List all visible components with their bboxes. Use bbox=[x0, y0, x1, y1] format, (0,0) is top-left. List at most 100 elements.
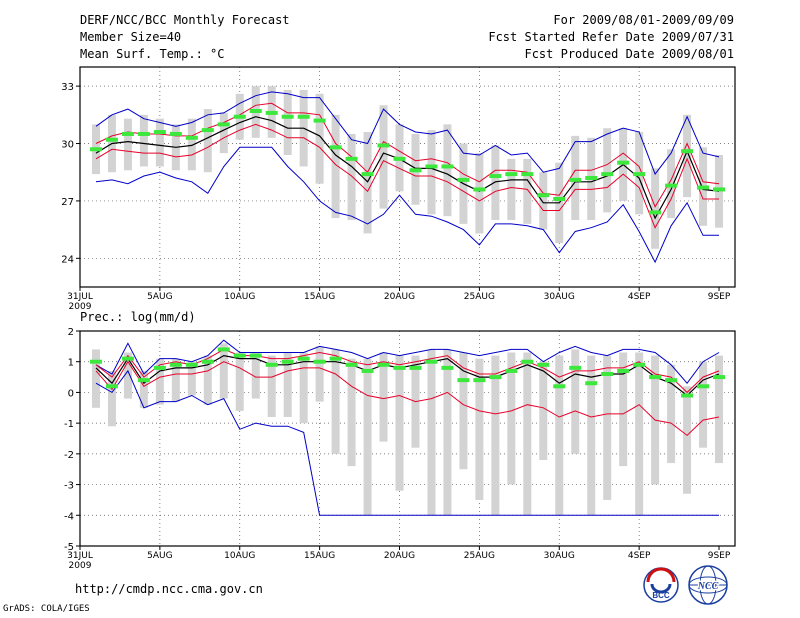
precip-ensemble-mean-mark bbox=[489, 375, 502, 380]
temp-ensemble-mean-mark bbox=[105, 137, 118, 142]
precip-min-line bbox=[95, 369, 719, 516]
precip-range-bar bbox=[427, 349, 436, 516]
precip-ensemble-mean-mark bbox=[569, 365, 582, 370]
precip-range-bar bbox=[251, 352, 260, 399]
precip-xtick-year: 2009 bbox=[69, 561, 92, 571]
precip-ensemble-mean-mark bbox=[185, 362, 198, 367]
website-url[interactable]: http://cmdp.ncc.cma.gov.cn bbox=[75, 582, 263, 596]
precip-range-bar bbox=[715, 355, 724, 464]
temp-ensemble-mean-mark bbox=[505, 172, 518, 177]
temp-ensemble-mean-mark bbox=[649, 210, 662, 215]
precip-range-bar bbox=[283, 352, 292, 417]
precip-max-line bbox=[95, 339, 720, 384]
precip-range-bar bbox=[219, 343, 228, 399]
precip-upper-quartile-line bbox=[95, 348, 720, 394]
temp-ensemble-mean-mark bbox=[393, 156, 406, 161]
precip-range-bar bbox=[587, 355, 596, 516]
temp-ensemble-mean-mark bbox=[617, 160, 630, 165]
precip-ensemble-mean-mark bbox=[697, 384, 710, 389]
temp-xtick-label: 20AUG bbox=[384, 292, 415, 302]
temp-lower-quartile-line bbox=[95, 123, 719, 229]
temp-ensemble-mean-mark bbox=[489, 174, 502, 179]
precip-ensemble-mean-mark bbox=[713, 375, 726, 380]
temp-ytick-label: 27 bbox=[61, 197, 74, 208]
temp-plot-frame bbox=[79, 66, 736, 288]
precip-ytick-label: -3 bbox=[64, 481, 74, 492]
forecast-start-date: Fcst Started Refer Date 2009/07/31 bbox=[488, 30, 734, 44]
precip-xtick-label: 5AUG bbox=[147, 551, 172, 561]
precip-range-bar bbox=[523, 352, 532, 516]
precip-ensemble-mean-mark bbox=[105, 384, 118, 389]
temp-ensemble-mean-mark bbox=[441, 164, 454, 169]
temp-ensemble-mean-mark bbox=[425, 164, 438, 169]
precip-ytick-label: 0 bbox=[68, 388, 74, 399]
temp-xtick-label: 5AUG bbox=[147, 292, 172, 302]
precip-ensemble-mean-mark bbox=[601, 372, 614, 376]
precip-xtick-label: 31JUL bbox=[67, 551, 93, 561]
temp-ensemble-mean-mark bbox=[329, 145, 342, 150]
temp-ensemble-mean-mark bbox=[361, 172, 374, 177]
temp-ensemble-mean-mark bbox=[121, 131, 134, 136]
precip-range-bar bbox=[107, 370, 116, 427]
temp-xtick-label: 25AUG bbox=[464, 292, 495, 302]
temp-range-bar bbox=[683, 114, 692, 198]
temp-range-bar bbox=[539, 172, 548, 230]
temp-range-bar bbox=[363, 132, 372, 234]
precip-range-bar bbox=[539, 361, 548, 460]
precip-plot-frame bbox=[79, 330, 736, 547]
precip-range-bar bbox=[91, 349, 100, 408]
precip-ytick-label: -5 bbox=[64, 542, 74, 553]
precip-range-bar bbox=[235, 352, 244, 411]
precip-ensemble-mean-mark bbox=[265, 362, 278, 367]
temp-range-bar bbox=[315, 93, 324, 184]
temp-xtick-label: 10AUG bbox=[224, 292, 255, 302]
temp-ensemble-mean-mark bbox=[233, 114, 246, 119]
precip-range-bar bbox=[475, 358, 484, 500]
temp-range-bar bbox=[203, 109, 212, 173]
temp-range-bar bbox=[651, 168, 660, 249]
temp-range-bar bbox=[507, 158, 516, 221]
precip-range-bar bbox=[347, 358, 356, 467]
precip-xtick-label: 20AUG bbox=[384, 551, 415, 561]
precip-ensemble-mean-mark bbox=[537, 362, 550, 367]
temp-ensemble-mean-mark bbox=[89, 147, 102, 152]
precip-range-bar bbox=[363, 358, 372, 516]
temp-ensemble-mean-mark bbox=[345, 156, 358, 161]
precip-ensemble-mean-mark bbox=[393, 365, 406, 370]
member-size: Member Size=40 bbox=[80, 30, 182, 44]
forecast-period: For 2009/08/01-2009/09/09 bbox=[553, 13, 734, 27]
precip-ytick-label: 1 bbox=[68, 358, 74, 369]
temp-range-bar bbox=[187, 118, 196, 171]
temp-xtick-label: 9SEP bbox=[708, 292, 731, 302]
temp-ensemble-mean-mark bbox=[713, 187, 726, 192]
precip-ensemble-mean-mark bbox=[201, 359, 214, 364]
temp-ensemble-mean-mark bbox=[457, 177, 470, 182]
precip-ensemble-mean-mark bbox=[233, 353, 246, 358]
precip-ensemble-mean-mark bbox=[585, 381, 598, 386]
temp-xtick-label: 15AUG bbox=[304, 292, 335, 302]
temp-ensemble-mean-mark bbox=[665, 183, 678, 188]
temp-ensemble-mean-mark bbox=[265, 110, 278, 115]
precip-range-bar bbox=[171, 358, 180, 402]
precip-xtick-label: 15AUG bbox=[304, 551, 335, 561]
precip-range-bar bbox=[379, 352, 388, 442]
precip-ensemble-mean-mark bbox=[553, 384, 566, 389]
temp-ensemble-mean-mark bbox=[473, 187, 486, 192]
precip-ensemble-mean-mark bbox=[121, 356, 134, 361]
temp-ensemble-mean-mark bbox=[313, 118, 326, 123]
temp-ensemble-mean-mark bbox=[633, 172, 646, 177]
precip-ensemble-mean-mark bbox=[425, 359, 438, 364]
precip-ensemble-mean-mark bbox=[329, 356, 342, 361]
temp-range-bar bbox=[427, 130, 436, 215]
grads-credit: GrADS: COLA/IGES bbox=[3, 604, 90, 614]
precip-ytick-label: 2 bbox=[68, 327, 74, 338]
precip-range-bar bbox=[507, 352, 516, 485]
precip-xtick-label: 9SEP bbox=[708, 551, 731, 561]
forecast-produced-date: Fcst Produced Date 2009/08/01 bbox=[524, 47, 734, 61]
temp-ytick-label: 30 bbox=[61, 140, 74, 151]
temp-range-bar bbox=[139, 114, 148, 167]
precip-range-bar bbox=[603, 355, 612, 500]
temp-ensemble-mean-mark bbox=[217, 122, 230, 127]
temp-min-line bbox=[95, 146, 719, 264]
